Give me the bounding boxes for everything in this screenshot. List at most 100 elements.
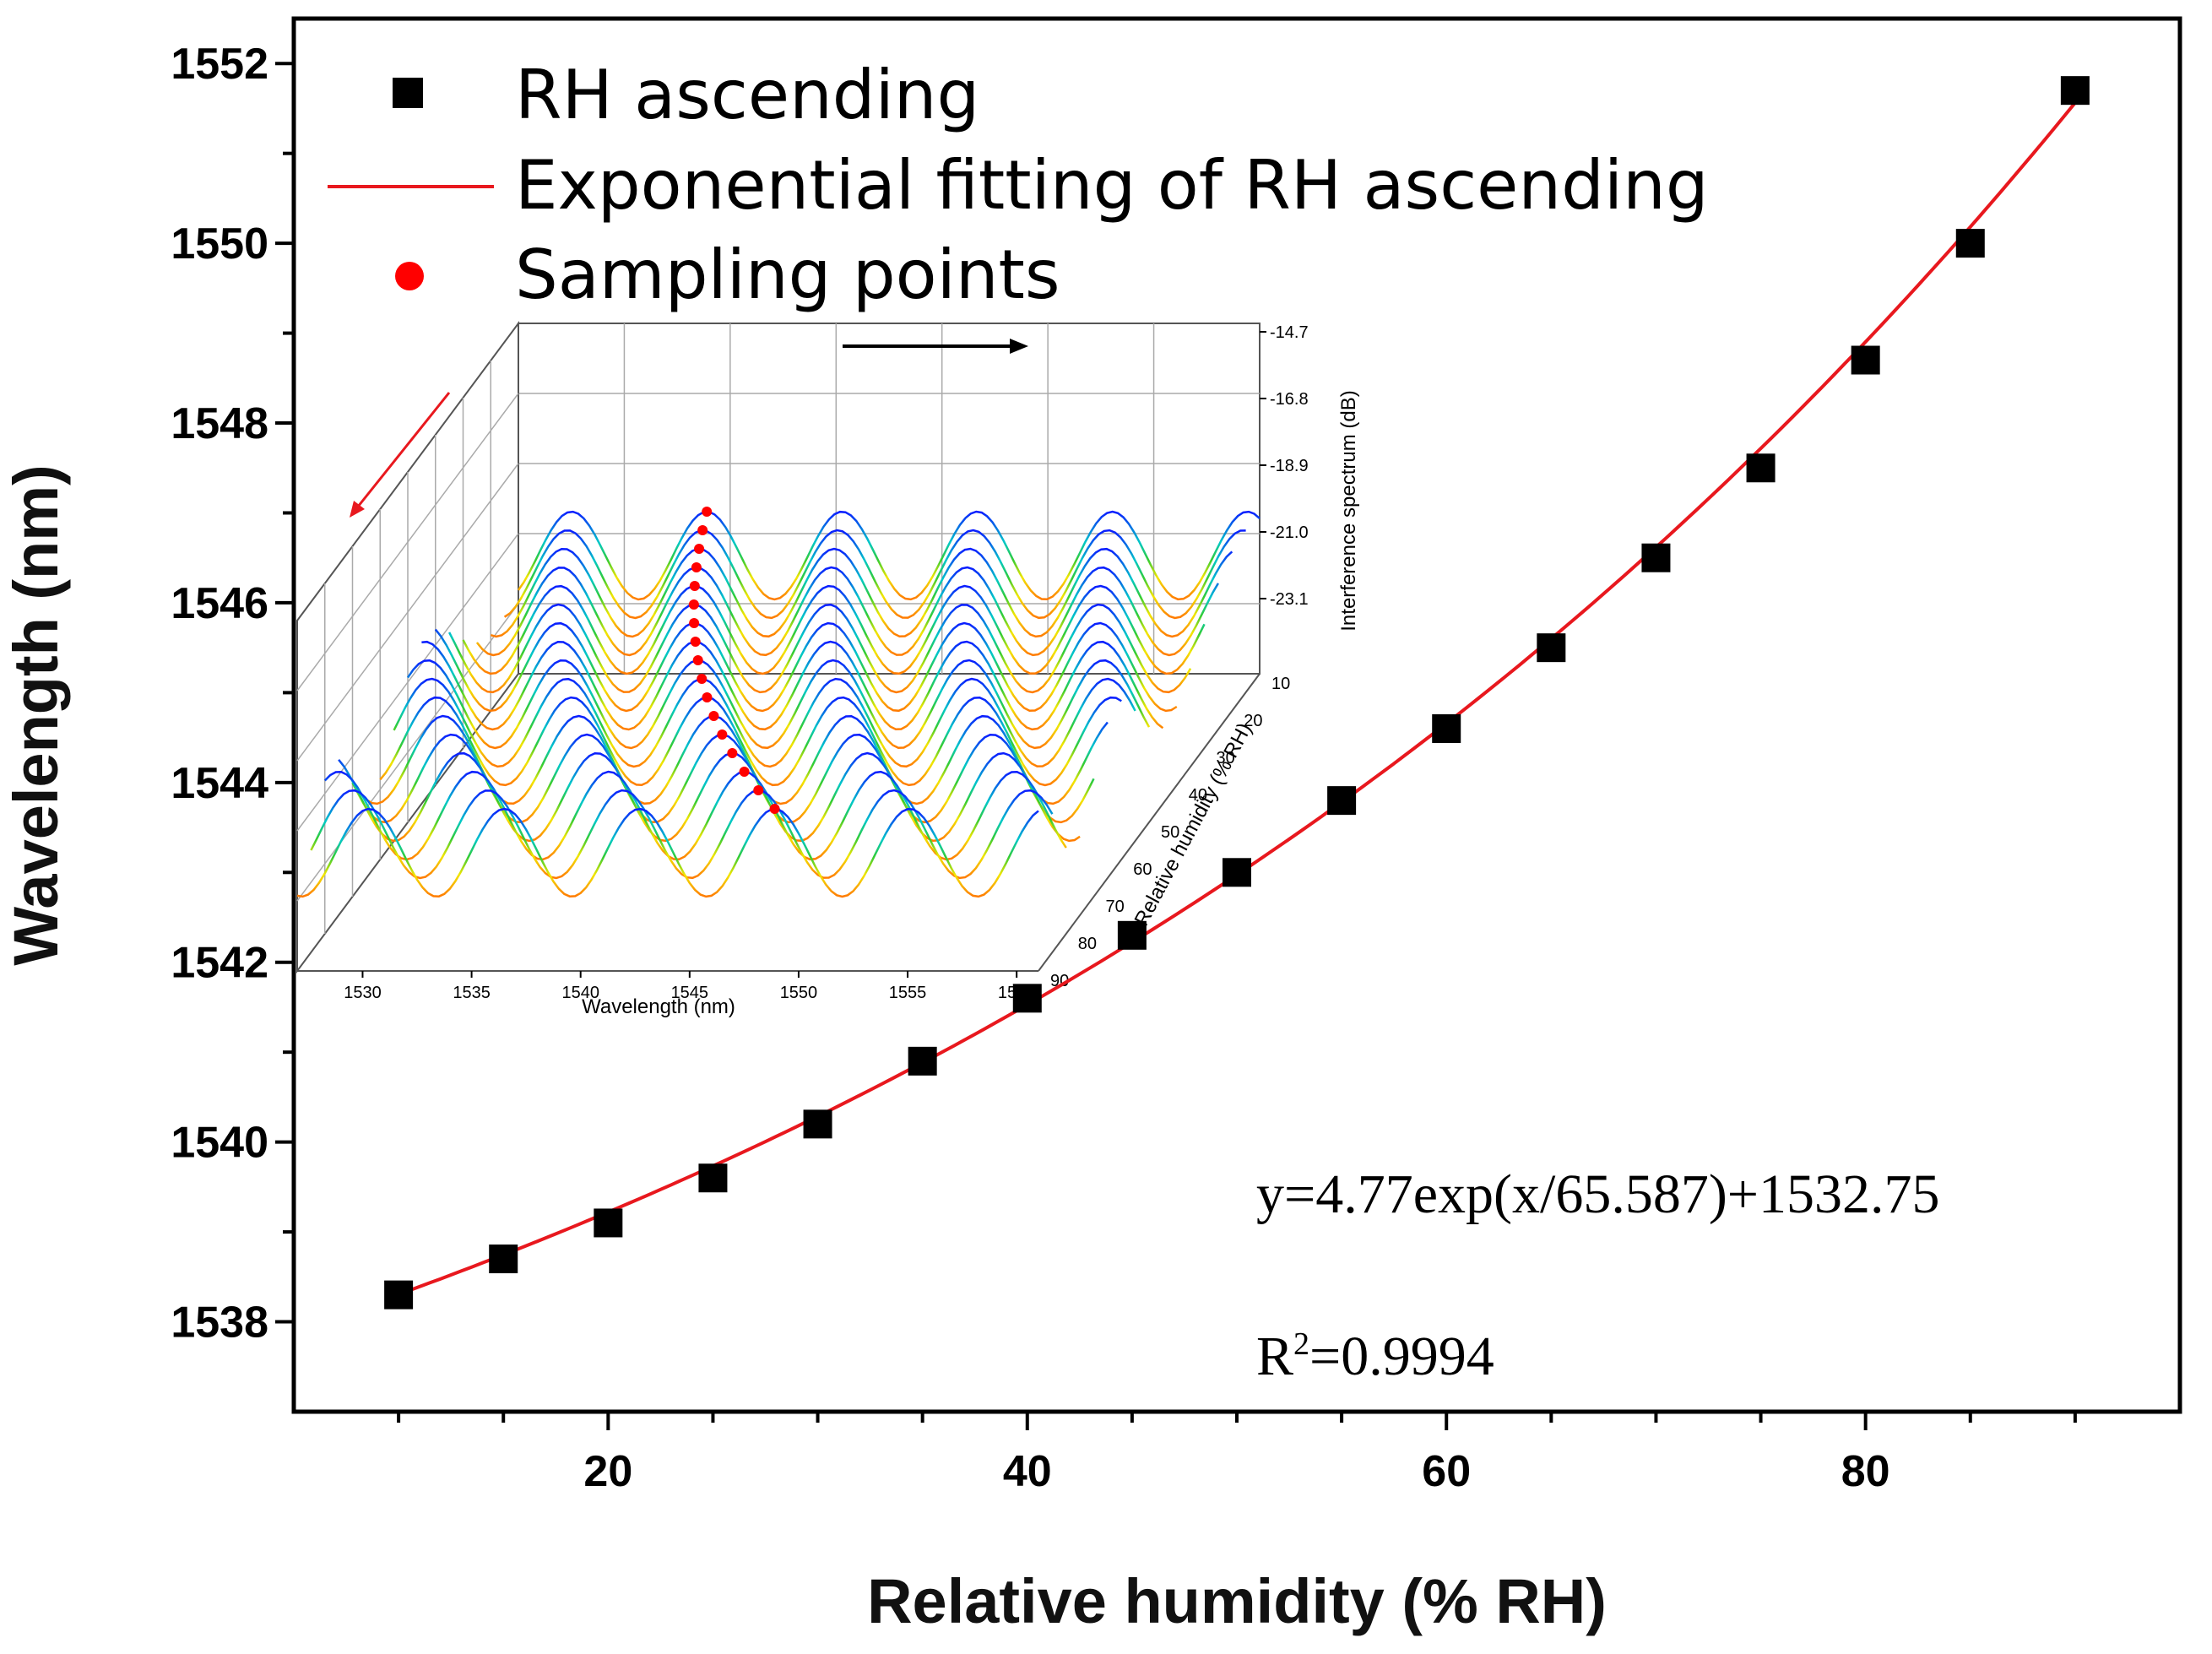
inset-shift-arrowhead xyxy=(1010,339,1028,354)
inset-spectrum-curve xyxy=(393,677,1136,768)
inset-sampling-point xyxy=(689,618,700,628)
inset-x-tick-label: 1555 xyxy=(889,984,927,1002)
inset-x-axis-title: Wavelength (nm) xyxy=(582,995,735,1018)
plot-frame xyxy=(291,16,2182,1414)
inset-left-wall xyxy=(296,320,519,974)
inset-z-tick-label: -23.1 xyxy=(1270,590,1309,609)
inset-floor-edge xyxy=(1038,673,1261,972)
data-point xyxy=(1955,229,1985,258)
inset-x-tick-label: 1550 xyxy=(780,984,818,1002)
inset-sampling-point xyxy=(708,711,719,721)
inset-sampling-point xyxy=(688,599,699,610)
data-point xyxy=(1537,633,1566,663)
inset-rh-arrow xyxy=(353,392,451,512)
data-point xyxy=(1851,345,1880,375)
inset-spectrum-curve xyxy=(310,789,1054,880)
data-point xyxy=(698,1163,728,1193)
data-point xyxy=(2060,76,2090,106)
inset-y-tick-label: 10 xyxy=(1271,675,1290,693)
inset-y-tick-label: 60 xyxy=(1133,860,1152,879)
y-axis-title: Wavelength (nm) xyxy=(1,464,71,965)
inset-sampling-point xyxy=(702,507,713,517)
y-tick-label: 1548 xyxy=(171,399,268,448)
x-tick-label: 60 xyxy=(1422,1447,1471,1496)
inset-sampling-point xyxy=(702,692,713,702)
legend-label-exponential-fit: Exponential fitting of RH ascending xyxy=(515,146,1709,225)
inset-spectrum-curve xyxy=(503,529,1246,620)
data-point xyxy=(1641,543,1671,572)
r-squared: R2=0.9994 xyxy=(1256,1326,1494,1387)
inset-x-tick-label: 1535 xyxy=(453,984,491,1002)
data-point xyxy=(1012,984,1042,1013)
data-point xyxy=(1746,453,1776,483)
inset-y-tick-label: 40 xyxy=(1189,786,1207,805)
legend-marker-circle xyxy=(395,262,424,290)
inset-spectrum-curve xyxy=(517,510,1261,601)
inset-sampling-point xyxy=(694,544,705,554)
inset-y-tick-label: 70 xyxy=(1106,897,1125,916)
x-axis-ticks: 20 40 60 80 xyxy=(397,1412,2077,1496)
inset-grid-line xyxy=(296,603,519,902)
inset-sampling-points xyxy=(688,507,780,814)
inset-spectrum-curve xyxy=(296,807,1039,898)
r-squared-suffix: =0.9994 xyxy=(1309,1326,1494,1387)
inset-sampling-point xyxy=(692,655,703,665)
x-tick-label: 40 xyxy=(1003,1447,1052,1496)
data-point xyxy=(594,1208,623,1238)
inset-spectrum-curve xyxy=(323,770,1067,861)
y-tick-label: 1552 xyxy=(171,40,268,89)
r-squared-sup: 2 xyxy=(1293,1326,1309,1362)
inset-sampling-point xyxy=(690,637,701,647)
inset-spectrum-curve xyxy=(447,603,1192,694)
x-tick-label: 20 xyxy=(583,1447,632,1496)
legend-label-sampling-points: Sampling points xyxy=(515,236,1060,314)
inset-x-tick-label: 1540 xyxy=(561,984,599,1002)
inset-z-tick-label: -21.0 xyxy=(1270,523,1309,542)
y-tick-label: 1538 xyxy=(171,1299,268,1348)
data-point xyxy=(489,1245,518,1274)
legend: RH ascending Exponential fitting of RH a… xyxy=(328,56,1709,314)
inset-z-axis-title: Interference spectrum (dB) xyxy=(1337,390,1360,631)
data-point xyxy=(1327,786,1357,816)
inset-y-tick-label: 80 xyxy=(1078,935,1097,953)
x-axis-title: Relative humidity (% RH) xyxy=(867,1566,1607,1636)
inset-spectrum-curve xyxy=(379,696,1122,787)
inset-spectrum-curve xyxy=(490,547,1233,638)
y-tick-label: 1544 xyxy=(171,759,268,808)
inset-sampling-point xyxy=(691,562,702,572)
y-tick-label: 1550 xyxy=(171,220,268,268)
inset-sampling-point xyxy=(727,748,738,758)
inset-spectrum-curve xyxy=(406,659,1151,750)
inset-rh-arrowhead xyxy=(350,501,365,518)
inset-sampling-point xyxy=(689,581,700,591)
inset-sampling-point xyxy=(753,785,764,795)
inset-spectrum-curve xyxy=(421,640,1164,731)
rh-ascending-points xyxy=(384,76,2090,1310)
inset-x-tick-label: 1545 xyxy=(671,984,709,1002)
inset-grid xyxy=(296,320,1261,974)
inset-grid-line xyxy=(296,533,519,832)
data-point xyxy=(1432,713,1461,743)
x-tick-label: 80 xyxy=(1841,1447,1890,1496)
inset-spectrum-curve xyxy=(475,566,1219,657)
y-tick-label: 1540 xyxy=(171,1119,268,1168)
y-tick-label: 1542 xyxy=(171,939,268,988)
inset-spectra xyxy=(296,510,1261,898)
data-point xyxy=(384,1280,414,1310)
legend-label-rh-ascending: RH ascending xyxy=(515,56,979,134)
data-point xyxy=(1223,858,1251,887)
data-point xyxy=(908,1046,937,1076)
inset-y-tick-label: 50 xyxy=(1161,823,1179,842)
inset-x-tick-label: 1530 xyxy=(344,984,382,1002)
r-squared-prefix: R xyxy=(1256,1326,1293,1387)
inset-sampling-point xyxy=(697,674,708,684)
y-tick-label: 1546 xyxy=(171,579,268,628)
inset-y-tick-label: 90 xyxy=(1050,972,1069,990)
inset-z-tick-label: -16.8 xyxy=(1270,390,1309,409)
inset-y-tick-label: 20 xyxy=(1244,712,1262,730)
inset-grid-line xyxy=(296,463,519,762)
inset-y-tick-label: 30 xyxy=(1217,749,1235,767)
inset-z-tick-label: -14.7 xyxy=(1270,323,1309,342)
inset-grid-line xyxy=(296,393,519,691)
